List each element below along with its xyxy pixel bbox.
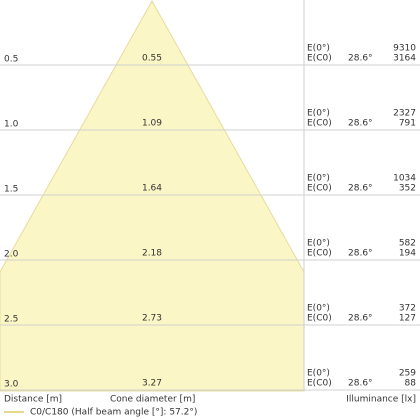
cone	[0, 0, 305, 392]
diameter: 3.27	[142, 379, 162, 389]
angle: 28.6°	[348, 184, 373, 194]
e-zero-label: E(0°)	[307, 369, 330, 379]
distance: 3.0	[4, 380, 19, 390]
e-c0-label: E(C0)	[307, 119, 332, 129]
diameter: 1.09	[142, 119, 162, 129]
e-zero-value: 1034	[393, 174, 416, 184]
e-zero-label: E(0°)	[307, 109, 330, 119]
e-c0-label: E(C0)	[307, 379, 332, 389]
diameter: 2.18	[142, 249, 162, 259]
e-c0-label: E(C0)	[307, 184, 332, 194]
e-c0-value: 3164	[393, 54, 416, 64]
illuminance-label: Illuminance [lx]	[346, 395, 416, 405]
diameter: 1.64	[142, 184, 162, 194]
e-c0-value: 88	[405, 379, 417, 389]
distance: 2.5	[4, 315, 18, 325]
angle: 28.6°	[348, 379, 373, 389]
e-zero-value: 372	[399, 304, 416, 314]
e-zero-value: 259	[399, 369, 416, 379]
diameter: 0.55	[142, 54, 162, 64]
e-zero-value: 582	[399, 239, 416, 249]
e-zero-value: 9310	[393, 44, 416, 54]
e-zero-label: E(0°)	[307, 239, 330, 249]
diameter-label: Cone diameter [m]	[110, 395, 195, 405]
distance: 0.5	[4, 55, 18, 65]
e-c0-label: E(C0)	[307, 54, 332, 64]
angle: 28.6°	[348, 249, 373, 259]
e-c0-value: 194	[399, 249, 416, 259]
distance: 2.0	[4, 250, 19, 260]
e-c0-value: 791	[399, 119, 416, 129]
e-c0-value: 352	[399, 184, 416, 194]
angle: 28.6°	[348, 54, 373, 64]
distance: 1.0	[4, 120, 19, 130]
e-c0-label: E(C0)	[307, 249, 332, 259]
angle: 28.6°	[348, 314, 373, 324]
diameter: 2.73	[142, 314, 162, 324]
e-zero-label: E(0°)	[307, 174, 330, 184]
e-c0-label: E(C0)	[307, 314, 332, 324]
e-zero-label: E(0°)	[307, 304, 330, 314]
e-zero-value: 2327	[393, 109, 416, 119]
angle: 28.6°	[348, 119, 373, 129]
distance-label: Distance [m]	[4, 395, 62, 405]
distance: 1.5	[4, 185, 18, 195]
legend-text: C0/C180 (Half beam angle [°]: 57.2°)	[30, 408, 197, 418]
e-zero-label: E(0°)	[307, 44, 330, 54]
e-c0-value: 127	[399, 314, 416, 324]
